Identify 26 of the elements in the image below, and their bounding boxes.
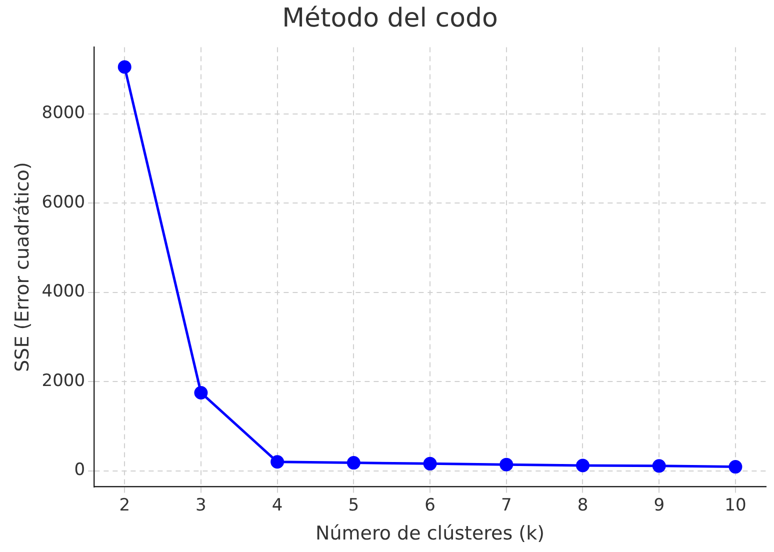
x-tick-label: 2 bbox=[119, 495, 130, 516]
y-tick-label: 8000 bbox=[42, 103, 86, 124]
point bbox=[728, 460, 742, 474]
x-axis-title: Número de clústeres (k) bbox=[316, 522, 545, 545]
point bbox=[423, 456, 437, 470]
x-tick-label: 7 bbox=[500, 495, 512, 516]
x-tick-label: 8 bbox=[577, 495, 588, 516]
x-tick-label: 3 bbox=[196, 495, 206, 516]
x-tick-label: 9 bbox=[654, 495, 665, 516]
y-tick-label: 2000 bbox=[42, 370, 86, 391]
chart-title: Método del codo bbox=[282, 3, 498, 34]
x-tick-label: 4 bbox=[272, 495, 283, 516]
point bbox=[346, 456, 360, 470]
x-tick-label: 10 bbox=[724, 495, 746, 516]
point bbox=[118, 60, 132, 74]
point bbox=[576, 458, 590, 472]
point bbox=[270, 455, 284, 469]
x-tick-label: 6 bbox=[424, 495, 436, 516]
x-tick-label: 5 bbox=[348, 495, 360, 516]
point bbox=[500, 458, 514, 472]
point bbox=[194, 386, 208, 400]
point bbox=[652, 459, 666, 473]
y-tick-label: 4000 bbox=[42, 282, 86, 302]
y-tick-label: 0 bbox=[74, 460, 86, 480]
y-tick-label: 6000 bbox=[42, 192, 86, 212]
y-axis-title: SSE (Error cuadrático) bbox=[11, 162, 34, 372]
